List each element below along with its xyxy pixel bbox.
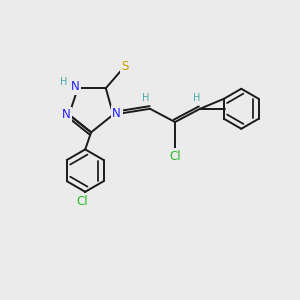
Text: N: N	[70, 80, 79, 93]
Text: N: N	[112, 107, 121, 120]
Text: S: S	[121, 60, 129, 73]
Text: H: H	[142, 93, 149, 103]
Text: Cl: Cl	[169, 150, 181, 163]
Text: N: N	[62, 108, 70, 121]
Text: Cl: Cl	[76, 195, 88, 208]
Text: H: H	[193, 93, 200, 103]
Text: H: H	[60, 77, 68, 87]
